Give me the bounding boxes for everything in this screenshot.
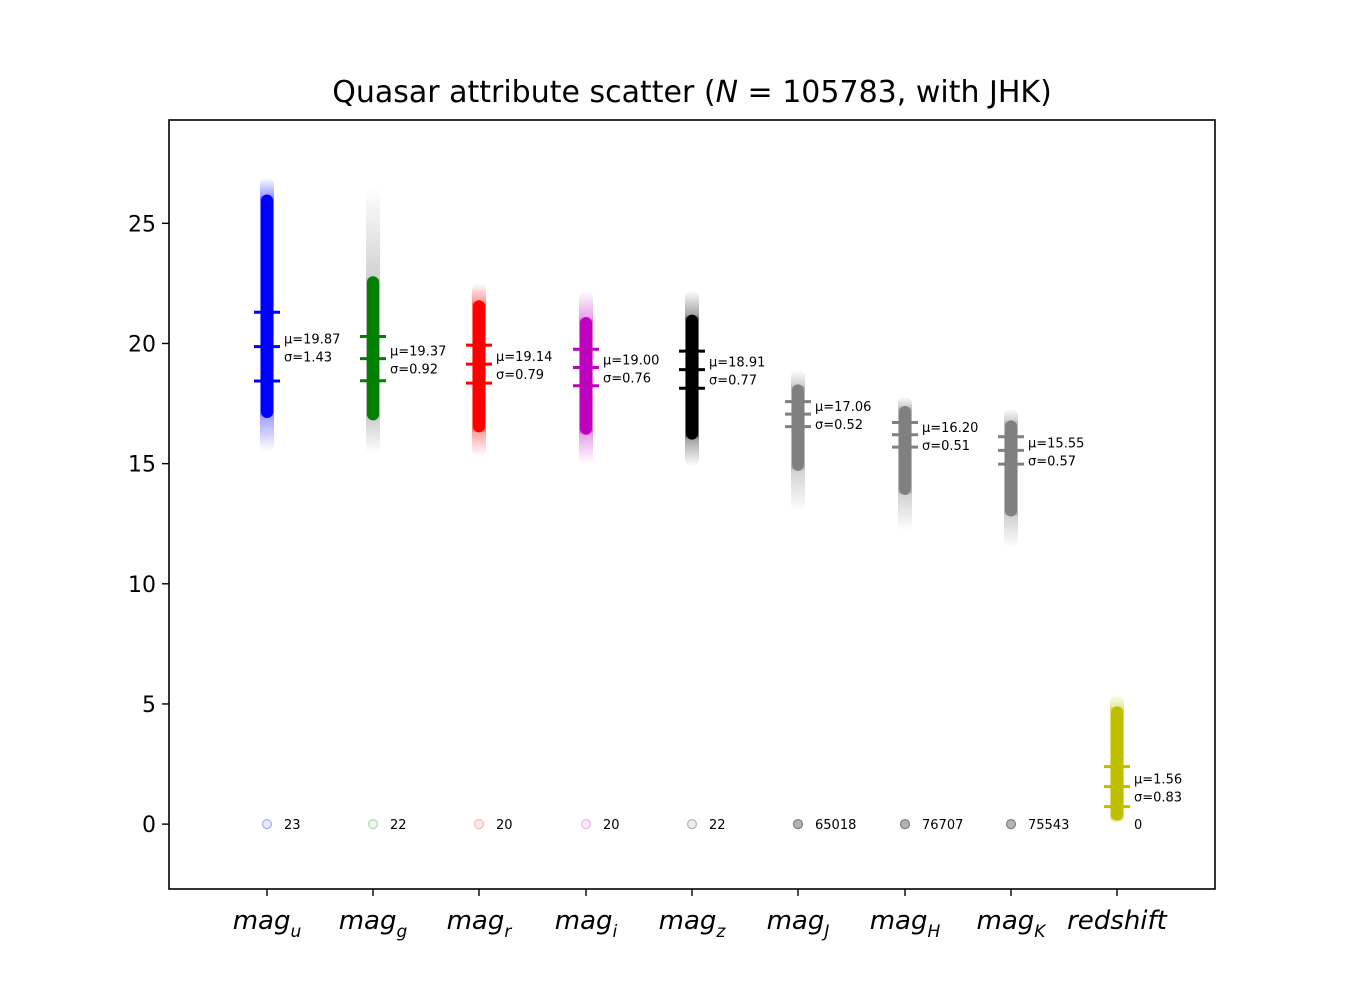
mean-label-mag-r: μ=19.14 bbox=[496, 350, 552, 365]
cloud-core-mag-H bbox=[899, 405, 911, 495]
missing-count-mag-i: 20 bbox=[603, 818, 620, 833]
std-label-mag-r: σ=0.79 bbox=[496, 368, 544, 383]
missing-count-mag-z: 22 bbox=[709, 818, 726, 833]
x-tick-label-main-mag-H: mag bbox=[870, 906, 928, 936]
missing-count-mag-r: 20 bbox=[496, 818, 513, 833]
x-tick-label-sub-mag-J: J bbox=[821, 922, 829, 942]
missing-marker-mag-H bbox=[899, 819, 911, 830]
std-label-mag-H: σ=0.51 bbox=[922, 439, 970, 454]
mean-label-mag-J: μ=17.06 bbox=[815, 400, 871, 415]
x-tick-label-mag-K: magK bbox=[977, 906, 1048, 942]
x-tick-label-sub-mag-g: g bbox=[396, 922, 407, 942]
x-tick-label-sub-mag-u: u bbox=[290, 922, 301, 942]
cloud-core-mag-K bbox=[1005, 420, 1017, 517]
missing-count-mag-K: 75543 bbox=[1028, 818, 1069, 833]
title-suffix: = 105783, with JHK) bbox=[738, 75, 1052, 110]
cloud-core-mag-r bbox=[473, 300, 485, 433]
mean-label-mag-z: μ=18.91 bbox=[709, 356, 765, 371]
x-tick-label-main-mag-K: mag bbox=[977, 906, 1035, 936]
x-tick-label-main-mag-J: mag bbox=[767, 906, 825, 936]
x-tick-label-sub-mag-z: z bbox=[715, 922, 726, 942]
std-label-mag-K: σ=0.57 bbox=[1028, 454, 1076, 469]
missing-marker-mag-i bbox=[580, 819, 592, 830]
std-label-mag-J: σ=0.52 bbox=[815, 418, 863, 433]
missing-marker-mag-r bbox=[473, 819, 485, 830]
x-tick-label-main-mag-u: mag bbox=[233, 906, 291, 936]
x-tick-label-mag-u: magu bbox=[233, 906, 302, 942]
missing-marker-mag-g bbox=[367, 819, 379, 830]
plot-marks: μ=19.87 σ=1.43 23 μ=19.37 σ=0.92 22 μ=19.14 σ=0… bbox=[254, 177, 1182, 833]
x-tick-label-sub-mag-H: H bbox=[927, 922, 940, 942]
missing-marker-mag-K bbox=[1005, 819, 1017, 830]
std-label-mag-z: σ=0.77 bbox=[709, 374, 757, 389]
chart-title: Quasar attribute scatter (N = 105783, wi… bbox=[332, 75, 1052, 110]
x-tick-label-main-mag-g: mag bbox=[339, 906, 397, 936]
x-tick-label-main-mag-r: mag bbox=[447, 906, 505, 936]
missing-marker-mag-u bbox=[261, 819, 273, 830]
mean-label-mag-H: μ=16.20 bbox=[922, 421, 978, 436]
x-tick-label-sub-mag-K: K bbox=[1034, 922, 1047, 942]
std-label-redshift: σ=0.83 bbox=[1134, 791, 1182, 806]
y-tick-label-25: 25 bbox=[128, 212, 156, 237]
missing-marker-mag-z bbox=[686, 819, 698, 830]
missing-marker-mag-J bbox=[792, 819, 804, 830]
x-tick-label-mag-i: magi bbox=[555, 906, 618, 942]
x-tick-label-main-mag-z: mag bbox=[659, 906, 717, 936]
title-prefix: Quasar attribute scatter ( bbox=[332, 75, 715, 110]
std-label-mag-g: σ=0.92 bbox=[390, 363, 438, 378]
std-label-mag-u: σ=1.43 bbox=[284, 351, 332, 366]
missing-count-mag-u: 23 bbox=[284, 818, 301, 833]
x-tick-label-sub-mag-i: i bbox=[613, 922, 618, 942]
cloud-core-mag-i bbox=[580, 317, 592, 435]
y-tick-label-5: 5 bbox=[142, 693, 156, 718]
cloud-core-mag-u bbox=[261, 194, 273, 418]
mean-label-mag-i: μ=19.00 bbox=[603, 354, 659, 369]
x-tick-label-mag-H: magH bbox=[870, 906, 941, 942]
y-tick-label-0: 0 bbox=[142, 813, 156, 838]
y-tick-label-10: 10 bbox=[128, 573, 156, 598]
x-tick-label-mag-r: magr bbox=[447, 906, 513, 942]
x-tick-label-mag-g: magg bbox=[339, 906, 408, 942]
x-tick-label-mag-z: magz bbox=[659, 906, 727, 942]
y-tick-label-15: 15 bbox=[128, 453, 156, 478]
missing-count-redshift: 0 bbox=[1134, 818, 1142, 833]
missing-count-mag-J: 65018 bbox=[815, 818, 856, 833]
mean-label-mag-u: μ=19.87 bbox=[284, 333, 340, 348]
x-tick-label-main-redshift: redshift bbox=[1067, 906, 1168, 936]
x-tick-label-redshift: redshift bbox=[1067, 906, 1168, 936]
x-tick-label-main-mag-i: mag bbox=[555, 906, 613, 936]
std-label-mag-i: σ=0.76 bbox=[603, 372, 651, 387]
x-tick-label-mag-J: magJ bbox=[767, 906, 830, 942]
missing-count-mag-g: 22 bbox=[390, 818, 407, 833]
cloud-core-mag-g bbox=[367, 276, 379, 421]
missing-count-mag-H: 76707 bbox=[922, 818, 963, 833]
title-variable: N bbox=[716, 75, 738, 110]
mean-label-mag-K: μ=15.55 bbox=[1028, 436, 1084, 451]
mean-label-mag-g: μ=19.37 bbox=[390, 345, 446, 360]
mean-label-redshift: μ=1.56 bbox=[1134, 773, 1182, 788]
cloud-core-redshift bbox=[1111, 706, 1123, 821]
x-tick-label-sub-mag-r: r bbox=[504, 922, 512, 942]
y-tick-label-20: 20 bbox=[128, 332, 156, 357]
cloud-core-mag-z bbox=[686, 314, 698, 440]
